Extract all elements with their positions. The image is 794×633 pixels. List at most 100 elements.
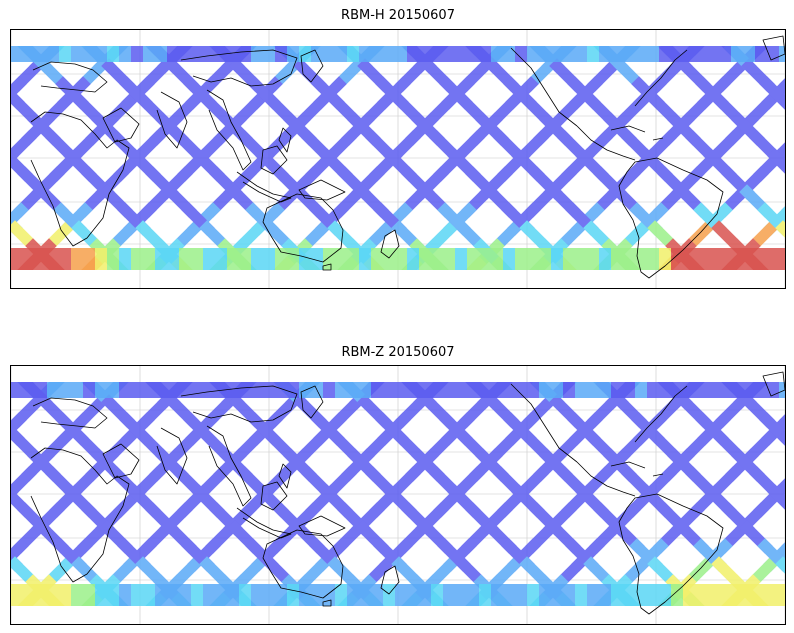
band-cell-north bbox=[35, 46, 47, 62]
band-cell-north bbox=[599, 46, 611, 62]
band-cell-south bbox=[503, 248, 515, 270]
band-cell-south bbox=[371, 584, 383, 606]
map-panel-top bbox=[10, 29, 786, 289]
band-cell-north bbox=[431, 382, 443, 398]
band-cell-south bbox=[491, 248, 503, 270]
coastline-path bbox=[262, 529, 344, 599]
swath-segment bbox=[529, 46, 547, 56]
band-cell-south bbox=[143, 584, 155, 606]
swath-segment bbox=[431, 382, 449, 392]
band-cell-south bbox=[107, 248, 119, 270]
band-cell-north bbox=[23, 46, 35, 62]
band-cell-south bbox=[59, 584, 71, 606]
band-cell-south bbox=[479, 248, 491, 270]
swath-segment bbox=[401, 382, 419, 392]
band-cell-north bbox=[335, 382, 347, 398]
band-cell-south bbox=[731, 248, 743, 270]
coastline-path bbox=[610, 461, 664, 477]
coastline-path bbox=[576, 461, 636, 497]
band-cell-north bbox=[11, 46, 23, 62]
swath-segment bbox=[559, 382, 577, 392]
band-cell-north bbox=[383, 382, 395, 398]
band-cell-north bbox=[119, 382, 131, 398]
band-cell-south bbox=[539, 584, 551, 606]
band-cell-north bbox=[35, 382, 47, 398]
band-cell-north bbox=[227, 46, 239, 62]
band-cell-north bbox=[371, 382, 383, 398]
band-cell-south bbox=[563, 584, 575, 606]
band-cell-south bbox=[599, 584, 611, 606]
band-cell-south bbox=[335, 248, 347, 270]
coastline-path bbox=[236, 171, 292, 203]
band-cell-north bbox=[587, 46, 599, 62]
band-cell-north bbox=[623, 46, 635, 62]
band-cell-north bbox=[203, 382, 215, 398]
band-cell-north bbox=[251, 46, 263, 62]
band-cell-south bbox=[599, 248, 611, 270]
band-cell-north bbox=[527, 382, 539, 398]
band-cell-north bbox=[179, 382, 191, 398]
swath-segment bbox=[593, 382, 611, 392]
band-cell-south bbox=[167, 248, 179, 270]
band-cell-north bbox=[275, 382, 287, 398]
band-cell-north bbox=[647, 382, 659, 398]
coastline-path bbox=[300, 385, 324, 419]
coastline-path bbox=[262, 193, 344, 263]
band-cell-north bbox=[251, 382, 263, 398]
map-panel-bottom bbox=[10, 365, 786, 625]
band-cell-south bbox=[443, 584, 455, 606]
band-cell-south bbox=[95, 248, 107, 270]
band-cell-south bbox=[659, 248, 671, 270]
band-cell-north bbox=[731, 46, 743, 62]
swath-segment bbox=[273, 382, 291, 392]
swath-segment bbox=[47, 382, 65, 392]
band-cell-south bbox=[359, 584, 371, 606]
band-cell-north bbox=[167, 382, 179, 398]
band-cell-north bbox=[527, 46, 539, 62]
band-cell-north bbox=[455, 46, 467, 62]
band-cell-south bbox=[395, 584, 407, 606]
band-cell-south bbox=[743, 584, 755, 606]
swath-segment bbox=[465, 382, 483, 392]
swath-segment bbox=[303, 382, 321, 392]
band-cell-north bbox=[683, 46, 695, 62]
band-cell-north bbox=[203, 46, 215, 62]
coastline-path bbox=[260, 481, 288, 511]
band-cell-north bbox=[59, 46, 71, 62]
band-cell-south bbox=[311, 248, 323, 270]
band-cell-north bbox=[83, 46, 95, 62]
swath-segment bbox=[767, 484, 785, 510]
band-cell-north bbox=[371, 46, 383, 62]
swath-segment bbox=[559, 46, 577, 56]
band-cell-north bbox=[107, 46, 119, 62]
band-cell-south bbox=[287, 248, 299, 270]
band-cell-north bbox=[47, 382, 59, 398]
band-cell-north bbox=[683, 382, 695, 398]
band-cell-south bbox=[719, 248, 731, 270]
swath-segment bbox=[47, 46, 65, 56]
band-cell-south bbox=[179, 248, 191, 270]
band-cell-north bbox=[635, 382, 647, 398]
band-cell-north bbox=[191, 382, 203, 398]
swath-segment bbox=[11, 76, 27, 100]
band-cell-north bbox=[263, 46, 275, 62]
band-cell-north bbox=[407, 382, 419, 398]
band-cell-north bbox=[671, 46, 683, 62]
coastline-path bbox=[322, 263, 332, 271]
coastline-path bbox=[618, 493, 724, 615]
band-cell-south bbox=[155, 248, 167, 270]
band-cell-north bbox=[275, 46, 287, 62]
coastline-path bbox=[102, 107, 140, 143]
band-cell-north bbox=[467, 382, 479, 398]
swath-segment bbox=[11, 412, 27, 436]
swath-segment bbox=[767, 148, 785, 174]
band-cell-north bbox=[119, 46, 131, 62]
band-cell-south bbox=[671, 584, 683, 606]
band-cell-south bbox=[611, 248, 623, 270]
band-cell-south bbox=[263, 584, 275, 606]
band-cell-south bbox=[491, 584, 503, 606]
band-cell-north bbox=[731, 382, 743, 398]
band-cell-north bbox=[611, 46, 623, 62]
band-cell-south bbox=[47, 584, 59, 606]
band-cell-north bbox=[719, 382, 731, 398]
